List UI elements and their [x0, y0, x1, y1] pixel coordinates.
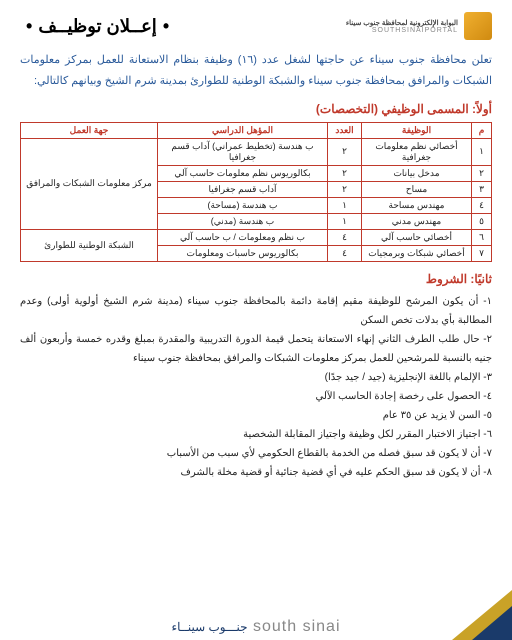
th-job: الوظيفة [362, 122, 472, 138]
jobs-table: م الوظيفة العدد المؤهل الدراسي جهة العمل… [20, 122, 492, 262]
condition-item: ٨- أن لا يكون قد سبق الحكم عليه في أي قض… [20, 463, 492, 482]
table-row: ١ أخصائي نظم معلومات جغرافية ٢ ب هندسة (… [21, 138, 492, 165]
dept-cell-a: مركز معلومات الشبكات والمرافق [21, 138, 158, 229]
dept-cell-b: الشبكة الوطنية للطوارئ [21, 229, 158, 261]
announcement-title: إعــلان توظيــف [20, 16, 175, 37]
logo-block: البوابة الإلكترونية لمحافظة جنوب سيناء S… [346, 12, 492, 40]
table-row: ٦أخصائي حاسب آلي٤ب نظم ومعلومات / ب حاسب… [21, 229, 492, 245]
section-jobs-heading: أولاً: المسمى الوظيفي (التخصصات) [20, 102, 492, 116]
condition-item: ٤- الحصول على رخصة إجادة الحاسب الآلي [20, 387, 492, 406]
eagle-logo-icon [464, 12, 492, 40]
condition-item: ٥- السن لا يزيد عن ٣٥ عام [20, 406, 492, 425]
conditions-list: ١- أن يكون المرشح للوظيفة مقيم إقامة دائ… [20, 292, 492, 482]
header: البوابة الإلكترونية لمحافظة جنوب سيناء S… [20, 12, 492, 40]
intro-paragraph: تعلن محافظة جنوب سيناء عن حاجتها لشغل عد… [20, 50, 492, 92]
th-qual: المؤهل الدراسي [158, 122, 328, 138]
condition-item: ٣- الإلمام باللغة الإنجليزية (جيد / جيد … [20, 368, 492, 387]
condition-item: ١- أن يكون المرشح للوظيفة مقيم إقامة دائ… [20, 292, 492, 330]
condition-item: ٢- حال طلب الطرف الثاني إنهاء الاستعانة … [20, 330, 492, 368]
condition-item: ٦- اجتياز الاختبار المقرر لكل وظيفة واجت… [20, 425, 492, 444]
th-dept: جهة العمل [21, 122, 158, 138]
section-conditions-heading: ثانيًا: الشروط [20, 272, 492, 286]
logo-arabic-text: البوابة الإلكترونية لمحافظة جنوب سيناء [346, 19, 458, 27]
condition-item: ٧- أن لا يكون قد سبق فصله من الخدمة بالق… [20, 444, 492, 463]
corner-decoration-navy-icon [472, 606, 512, 640]
footer-brand: south sinai جنـــوب سينــاء [0, 618, 512, 636]
logo-english-text: SOUTHSINAIPORTAL [346, 27, 458, 34]
th-count: العدد [328, 122, 362, 138]
th-m: م [472, 122, 492, 138]
